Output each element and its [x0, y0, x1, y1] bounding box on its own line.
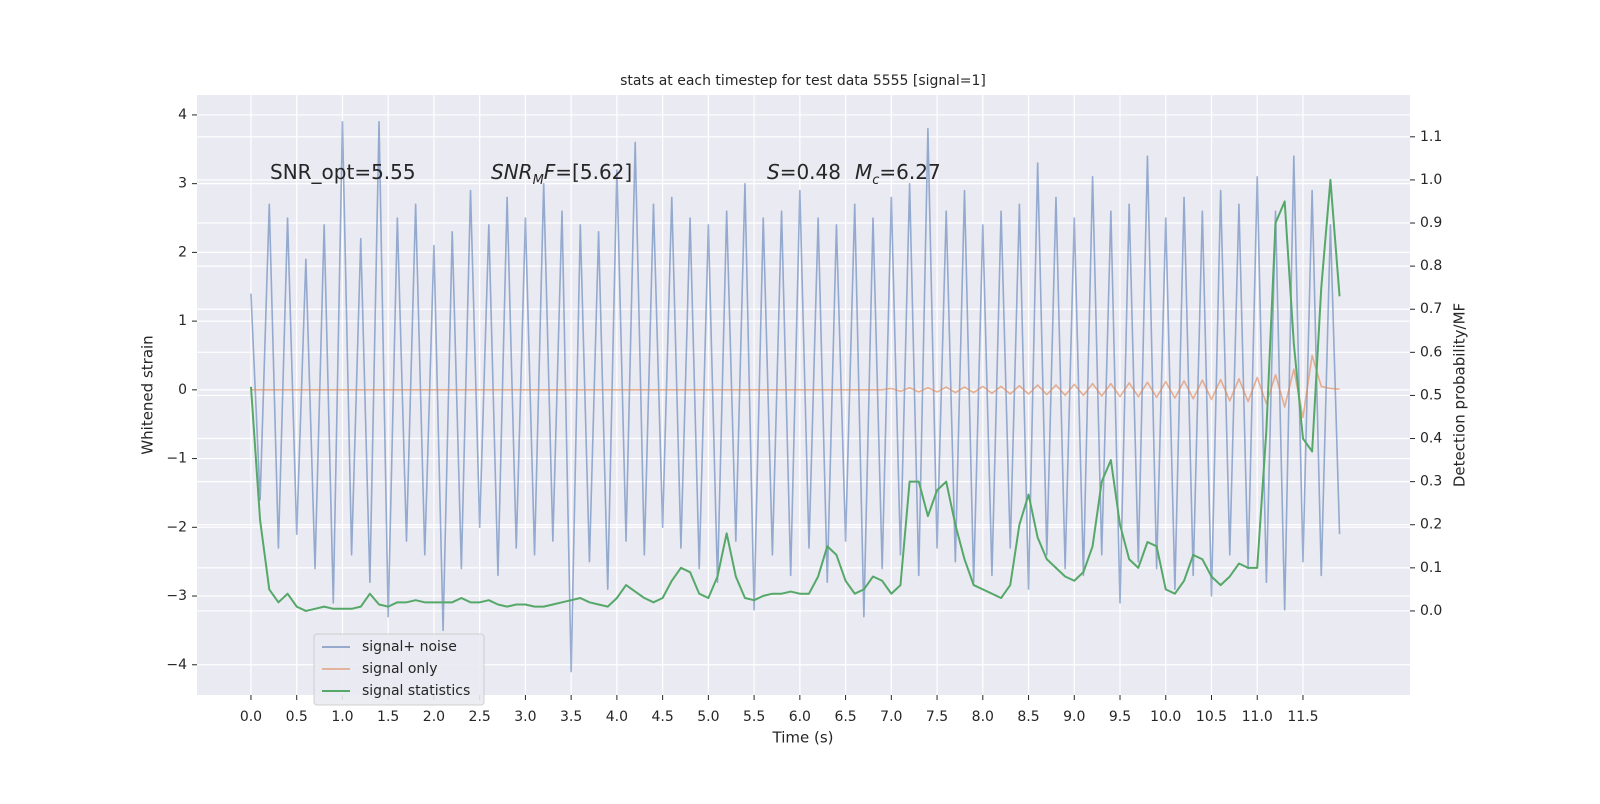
y2-tick-label: 0.9	[1420, 215, 1442, 231]
annotation-part: F	[544, 160, 556, 184]
chart-title: stats at each timestep for test data 555…	[620, 73, 986, 89]
annotation: SNR_opt=5.55	[270, 160, 416, 184]
x-tick-label: 9.5	[1109, 709, 1131, 725]
y-tick-label: −3	[166, 588, 187, 604]
annotation-part: SNR_opt=5.55	[270, 160, 416, 184]
y-tick-label: 0	[178, 382, 187, 398]
series-line	[250, 354, 1340, 419]
x-tick-label: 11.0	[1242, 709, 1273, 725]
x-tick-label: 0.0	[240, 709, 262, 725]
x-tick-label: 8.0	[972, 709, 994, 725]
annotation-part: =0.48	[780, 160, 841, 184]
legend-label: signal statistics	[362, 683, 470, 699]
y-tick-label: 4	[178, 107, 187, 123]
y2-tick-label: 0.5	[1420, 387, 1442, 403]
annotation: S=0.48 Mc=6.27	[767, 160, 941, 189]
y2-tick-label: 0.3	[1420, 474, 1442, 490]
annotation-part: =6.27	[879, 160, 940, 184]
y2-tick-label: 0.0	[1420, 603, 1442, 619]
x-axis-label: Time (s)	[772, 729, 834, 747]
x-tick-label: 3.0	[514, 709, 536, 725]
annotation-part: M	[855, 160, 872, 184]
y2-axis-label: Detection probability/MF	[1451, 303, 1469, 487]
y2-tick-label: 1.0	[1420, 172, 1442, 188]
legend-label: signal+ noise	[362, 639, 457, 655]
x-tick-label: 8.5	[1017, 709, 1039, 725]
series-line	[250, 121, 1341, 673]
x-tick-label: 0.5	[286, 709, 308, 725]
y2-tick-label: 0.8	[1420, 258, 1442, 274]
x-tick-label: 1.5	[377, 709, 399, 725]
x-tick-label: 9.0	[1063, 709, 1085, 725]
x-tick-label: 5.0	[697, 709, 719, 725]
annotation-part: S	[767, 160, 780, 184]
y-tick-label: −4	[166, 657, 187, 673]
y2-tick-label: 0.7	[1420, 301, 1442, 317]
y2-tick-label: 0.4	[1420, 431, 1442, 447]
x-tick-label: 4.0	[606, 709, 628, 725]
x-tick-label: 1.0	[331, 709, 353, 725]
x-tick-label: 7.0	[880, 709, 902, 725]
legend-label: signal only	[362, 661, 437, 677]
y-tick-label: 3	[178, 176, 187, 192]
legend-box	[313, 633, 485, 706]
x-tick-label: 6.0	[789, 709, 811, 725]
annotation-part: =[5.62]	[555, 160, 632, 184]
x-tick-label: 10.0	[1150, 709, 1181, 725]
x-tick-label: 2.0	[423, 709, 445, 725]
annotation-part: c	[872, 173, 879, 188]
y2-tick-label: 0.2	[1420, 517, 1442, 533]
y2-tick-label: 0.1	[1420, 560, 1442, 576]
y-tick-label: 2	[178, 244, 187, 260]
y-tick-label: −1	[166, 451, 187, 467]
x-tick-label: 7.5	[926, 709, 948, 725]
x-tick-label: 5.5	[743, 709, 765, 725]
x-tick-label: 11.5	[1287, 709, 1318, 725]
x-tick-label: 3.5	[560, 709, 582, 725]
y2-tick-label: 0.6	[1420, 344, 1442, 360]
y2-tick-label: 1.1	[1420, 129, 1442, 145]
y-axis-label: Whitened strain	[139, 335, 157, 454]
annotation-part: M	[533, 173, 544, 188]
x-tick-label: 10.5	[1196, 709, 1227, 725]
series-line	[249, 178, 1341, 612]
annotation-part: SNR	[491, 160, 533, 184]
x-tick-label: 4.5	[651, 709, 673, 725]
x-tick-label: 6.5	[834, 709, 856, 725]
annotation: SNRMF=[5.62]	[491, 160, 632, 189]
y-tick-label: 1	[178, 313, 187, 329]
y-tick-label: −2	[166, 519, 187, 535]
x-tick-label: 2.5	[469, 709, 491, 725]
